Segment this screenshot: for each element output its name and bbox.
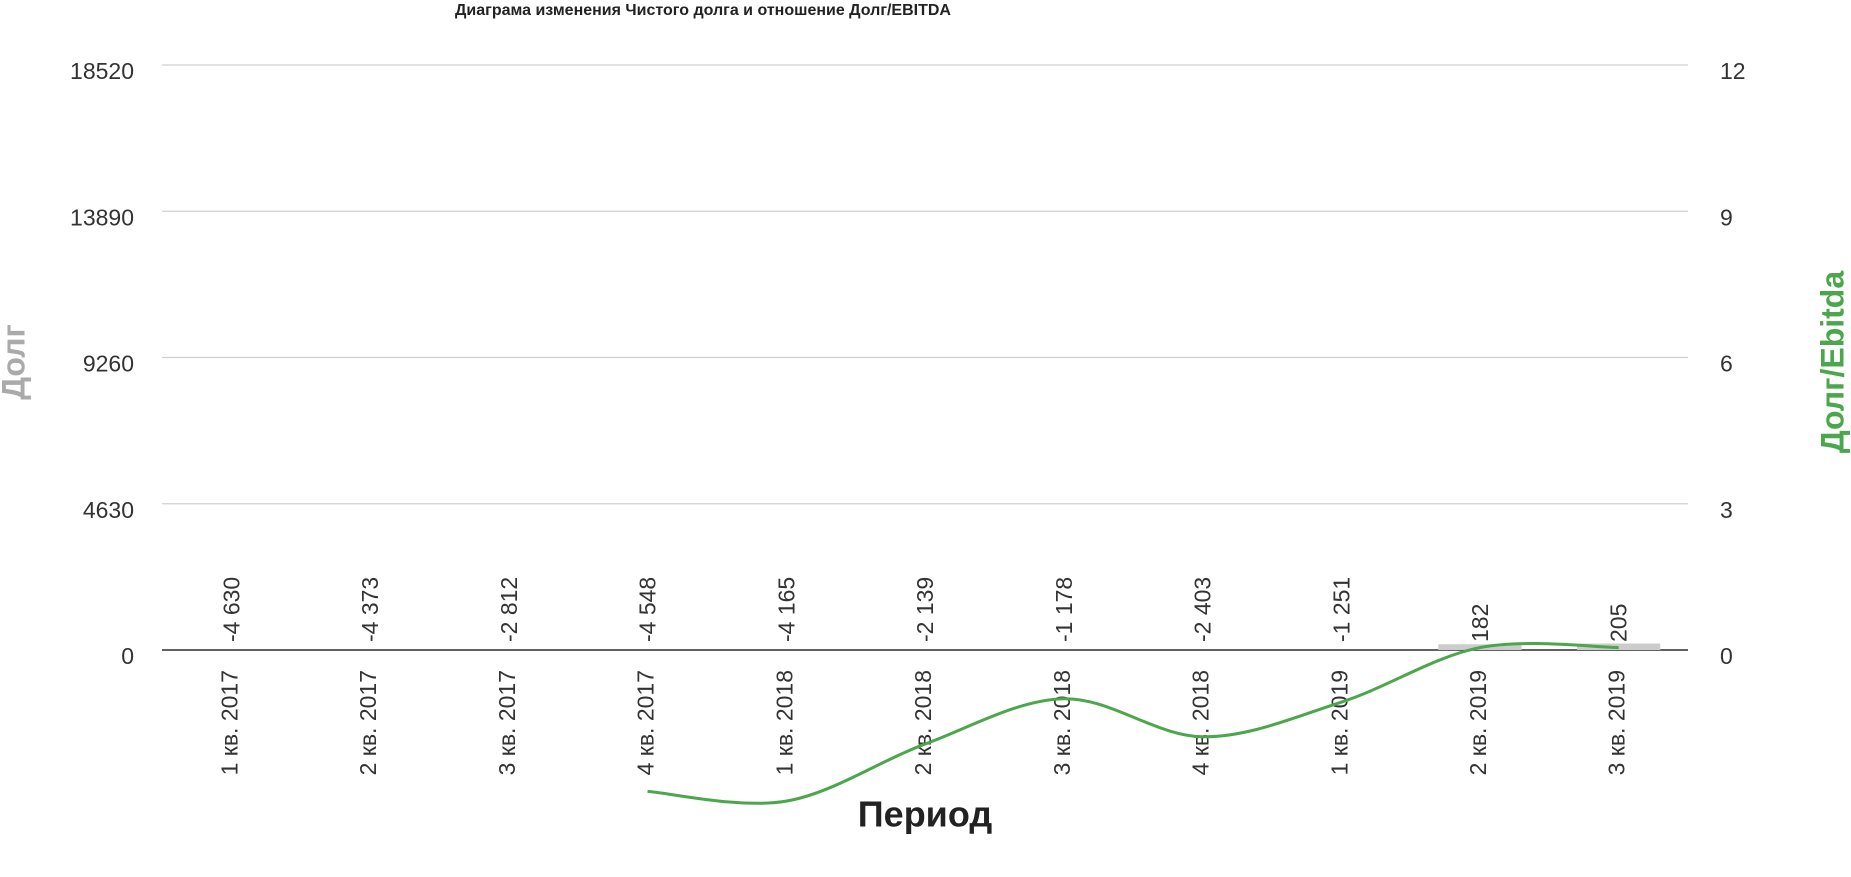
y2-tick-label: 9	[1720, 204, 1733, 230]
y2-tick-label: 12	[1720, 58, 1746, 84]
data-label: -4 373	[357, 577, 383, 642]
y-tick-label: 0	[121, 643, 134, 669]
x-tick-label: 1 кв. 2019	[1326, 670, 1352, 775]
x-tick-label: 1 кв. 2018	[771, 670, 797, 775]
data-label: -4 165	[773, 577, 799, 642]
y-axis-title: Долг	[0, 324, 31, 400]
y2-tick-label: 3	[1720, 497, 1733, 523]
x-tick-label: 3 кв. 2018	[1049, 670, 1075, 775]
y-tick-label: 4630	[83, 497, 134, 523]
y2-tick-label: 0	[1720, 643, 1733, 669]
data-label: -2 139	[912, 577, 938, 642]
data-label: -2 403	[1190, 577, 1216, 642]
x-tick-label: 3 кв. 2017	[494, 670, 520, 775]
data-label: 182	[1467, 604, 1493, 642]
chart-title: Диаграма изменения Чистого долга и отнош…	[455, 2, 951, 19]
data-label: -2 812	[496, 577, 522, 642]
y-tick-label: 18520	[70, 58, 134, 84]
y2-tick-label: 6	[1720, 351, 1733, 377]
data-label: -1 178	[1051, 577, 1077, 642]
x-tick-label: 2 кв. 2019	[1465, 670, 1491, 775]
x-tick-label: 1 кв. 2017	[216, 670, 242, 775]
x-tick-label: 4 кв. 2018	[1188, 670, 1214, 775]
x-tick-label: 4 кв. 2017	[633, 670, 659, 775]
data-label: 205	[1606, 604, 1632, 642]
data-label: -4 548	[635, 577, 661, 642]
y2-axis-title: Долг/Ebitda	[1814, 271, 1850, 453]
x-axis-title: Период	[858, 794, 993, 835]
x-tick-label: 3 кв. 2019	[1604, 670, 1630, 775]
data-label: -4 630	[218, 577, 244, 642]
y-tick-label: 9260	[83, 351, 134, 377]
data-label: -1 251	[1328, 577, 1354, 642]
line	[647, 642, 1619, 805]
y-tick-label: 13890	[70, 204, 134, 230]
x-tick-label: 2 кв. 2018	[910, 670, 936, 775]
x-tick-label: 2 кв. 2017	[355, 670, 381, 775]
